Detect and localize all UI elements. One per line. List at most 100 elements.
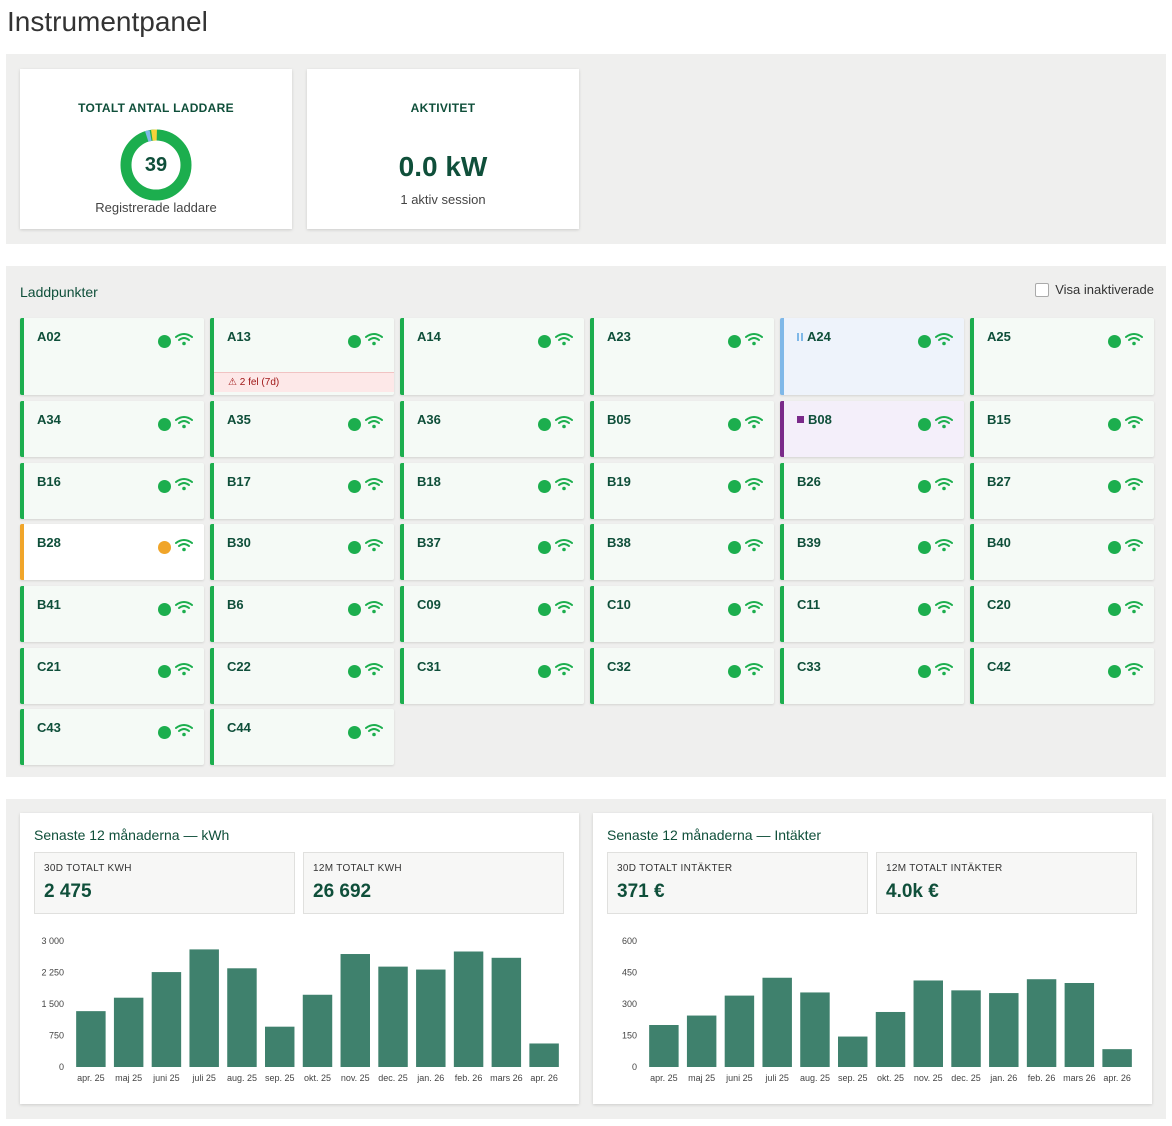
error-banner[interactable]: ⚠ 2 fel (7d) (214, 372, 394, 392)
charge-point-tile[interactable]: C32 (590, 648, 774, 704)
bar[interactable] (227, 968, 257, 1067)
bar[interactable] (340, 954, 370, 1067)
y-tick-label: 1 500 (41, 999, 64, 1009)
charge-point-tile[interactable]: C44 (210, 709, 394, 765)
bar[interactable] (1064, 983, 1095, 1067)
revenue-12m-stat: 12M TOTALT INTÄKTER 4.0k € (876, 852, 1137, 914)
charge-point-tile[interactable]: B38 (590, 524, 774, 580)
wifi-icon (555, 416, 573, 429)
revenue-30d-stat: 30D TOTALT INTÄKTER 371 € (607, 852, 868, 914)
charge-point-tile[interactable]: A02 (20, 318, 204, 395)
charge-point-tile[interactable]: B40 (970, 524, 1154, 580)
wifi-icon (1125, 539, 1143, 552)
kwh-panel-title: Senaste 12 månaderna — kWh (34, 827, 230, 843)
charge-point-tile[interactable]: B17 (210, 463, 394, 519)
bar[interactable] (113, 997, 144, 1067)
charge-point-tile[interactable]: B19 (590, 463, 774, 519)
activity-title: AKTIVITET (410, 101, 476, 115)
charge-point-name: C44 (227, 720, 251, 735)
charge-point-tile[interactable]: A25 (970, 318, 1154, 395)
charge-point-tile[interactable]: B16 (20, 463, 204, 519)
charge-point-tile[interactable]: B30 (210, 524, 394, 580)
charge-point-tile[interactable]: A36 (400, 401, 584, 457)
bar[interactable] (724, 995, 755, 1067)
bar[interactable] (378, 966, 408, 1067)
charge-point-tile[interactable]: C21 (20, 648, 204, 704)
bar[interactable] (875, 1011, 906, 1067)
bar[interactable] (529, 1043, 559, 1067)
charge-point-tile[interactable]: C20 (970, 586, 1154, 642)
bar[interactable] (302, 994, 333, 1067)
charge-point-label: C22 (227, 659, 251, 674)
charge-point-name: A14 (417, 329, 441, 344)
wifi-icon (555, 333, 573, 346)
bar[interactable] (151, 972, 182, 1067)
bar[interactable] (913, 980, 943, 1067)
bar[interactable] (189, 949, 219, 1067)
charge-point-tile[interactable]: A24 (780, 318, 964, 395)
bar[interactable] (762, 977, 792, 1067)
wifi-icon (935, 663, 953, 676)
status-dot-icon (348, 335, 361, 348)
charge-point-label: C09 (417, 597, 441, 612)
charge-point-label: B08 (808, 412, 832, 427)
show-inactive-checkbox[interactable] (1035, 282, 1050, 297)
bar[interactable] (76, 1011, 106, 1067)
bar[interactable] (649, 1025, 679, 1067)
charge-point-tile[interactable]: C11 (780, 586, 964, 642)
charge-point-tile[interactable]: B08 (780, 401, 964, 457)
charge-point-tile[interactable]: B6 (210, 586, 394, 642)
bar[interactable] (416, 969, 446, 1067)
charge-point-label: B41 (37, 597, 61, 612)
status-dot-icon (728, 418, 741, 431)
bar[interactable] (265, 1026, 295, 1067)
charge-point-label: C10 (607, 597, 631, 612)
charge-point-label: B38 (607, 535, 631, 550)
charge-point-label: B30 (227, 535, 251, 550)
activity-card: AKTIVITET 0.0 kW 1 aktiv session (307, 69, 579, 229)
charge-point-tile[interactable]: B37 (400, 524, 584, 580)
charge-point-tile[interactable]: C22 (210, 648, 394, 704)
wifi-icon (745, 663, 763, 676)
charge-point-tile[interactable]: C09 (400, 586, 584, 642)
wifi-icon (175, 663, 193, 676)
charge-point-tile[interactable]: B26 (780, 463, 964, 519)
charge-point-tile[interactable]: A14 (400, 318, 584, 395)
charge-point-name: A25 (987, 329, 1011, 344)
charge-point-tile[interactable]: B18 (400, 463, 584, 519)
charge-point-tile[interactable]: C33 (780, 648, 964, 704)
charge-point-tile[interactable]: B41 (20, 586, 204, 642)
bar[interactable] (686, 1015, 717, 1067)
charge-point-tile[interactable]: B39 (780, 524, 964, 580)
charge-point-tile[interactable]: A34 (20, 401, 204, 457)
charge-point-tile[interactable]: A35 (210, 401, 394, 457)
revenue-12m-value: 4.0k € (886, 881, 939, 902)
charge-point-tile[interactable]: B27 (970, 463, 1154, 519)
bar[interactable] (453, 951, 484, 1068)
charge-point-tile[interactable]: C31 (400, 648, 584, 704)
x-tick-label: jan. 26 (989, 1073, 1017, 1083)
charge-point-tile[interactable]: A13 ⚠ 2 fel (7d) (210, 318, 394, 395)
status-dot-icon (1108, 418, 1121, 431)
charge-point-tile[interactable]: C10 (590, 586, 774, 642)
status-dot-icon (1108, 541, 1121, 554)
y-tick-label: 600 (622, 936, 637, 946)
bar[interactable] (1102, 1049, 1132, 1067)
x-tick-label: juni 25 (725, 1073, 753, 1083)
charge-point-tile[interactable]: C43 (20, 709, 204, 765)
charge-point-tile[interactable]: B28 (20, 524, 204, 580)
charge-point-tile[interactable]: C42 (970, 648, 1154, 704)
charge-point-tile[interactable]: B15 (970, 401, 1154, 457)
bar[interactable] (491, 957, 522, 1067)
charge-point-tile[interactable]: B05 (590, 401, 774, 457)
x-tick-label: apr. 26 (1103, 1073, 1131, 1083)
show-inactive-toggle[interactable]: Visa inaktiverade (1035, 282, 1154, 297)
bar[interactable] (838, 1036, 868, 1067)
bar[interactable] (800, 992, 830, 1067)
charge-point-tile[interactable]: A23 (590, 318, 774, 395)
charge-point-label: B40 (987, 535, 1011, 550)
bar[interactable] (1026, 979, 1057, 1067)
bar[interactable] (951, 990, 981, 1067)
bar[interactable] (989, 993, 1019, 1067)
status-dot-icon (158, 726, 171, 739)
